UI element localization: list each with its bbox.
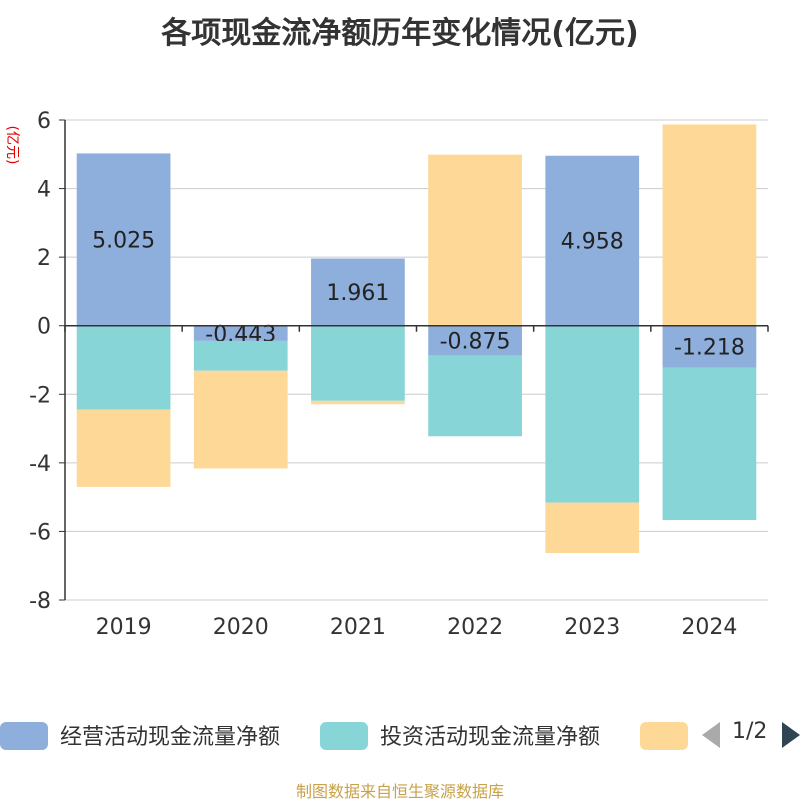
data-label-2019: 5.025 (92, 229, 155, 254)
legend-prev-arrow-icon[interactable] (702, 722, 720, 748)
bar-operating-2021 (311, 258, 405, 326)
legend-swatch-financing (640, 722, 688, 750)
data-label-2021: 1.961 (326, 281, 389, 306)
legend-next-arrow-icon[interactable] (782, 722, 800, 748)
data-label-2022: -0.875 (440, 330, 511, 355)
legend-swatch-investing (320, 722, 368, 750)
legend-pager: 1/2 (702, 716, 800, 752)
bar-investing-2023 (545, 325, 640, 503)
bar-operating-2020 (193, 325, 288, 341)
bar-operating-2019 (76, 153, 171, 326)
y-tick-label: -4 (29, 452, 51, 477)
x-tick-label: 2023 (564, 615, 620, 640)
source-note: 制图数据来自恒生聚源数据库 (295, 782, 504, 801)
legend-swatch-operating (0, 722, 48, 750)
bar-operating-2023 (545, 155, 640, 326)
bar-financing-2023 (545, 502, 640, 554)
x-tick-label: 2024 (681, 615, 737, 640)
bar-investing-2020 (193, 340, 288, 371)
bar-investing-2021 (311, 325, 405, 401)
y-tick-label: -6 (29, 520, 51, 545)
bar-operating-2022 (428, 325, 522, 356)
y-tick-label: -8 (29, 589, 51, 614)
bar-financing-2024 (662, 124, 757, 326)
bar-investing-2019 (76, 325, 171, 410)
bar-financing-2022 (428, 154, 522, 326)
x-tick-label: 2021 (330, 615, 386, 640)
legend-label-operating: 经营活动现金流量净额 (60, 725, 281, 750)
y-tick-label: 6 (37, 109, 51, 134)
bar-investing-2022 (428, 355, 522, 437)
chart-title: 各项现金流净额历年变化情况(亿元) (161, 16, 639, 51)
legend-page-indicator: 1/2 (732, 719, 768, 744)
bar-financing-2021 (311, 400, 405, 405)
y-tick-label: 4 (37, 178, 51, 203)
x-tick-label: 2022 (447, 615, 503, 640)
bar-investing-2024 (662, 367, 757, 521)
bar-financing-2019 (76, 409, 171, 487)
y-tick-label: 2 (37, 246, 51, 271)
data-label-2023: 4.958 (561, 230, 624, 255)
bar-financing-2020 (193, 370, 288, 469)
bar-operating-2024 (662, 325, 757, 368)
x-tick-label: 2019 (96, 615, 152, 640)
y-axis-unit-label: (亿元) (4, 126, 20, 165)
legend: 经营活动现金流量净额 投资活动现金流量净额 (0, 716, 800, 752)
y-tick-label: -2 (29, 383, 51, 408)
x-tick-label: 2020 (213, 615, 269, 640)
y-tick-label: 0 (37, 315, 51, 340)
legend-label-investing: 投资活动现金流量净额 (380, 725, 601, 750)
data-label-2024: -1.218 (674, 336, 745, 361)
